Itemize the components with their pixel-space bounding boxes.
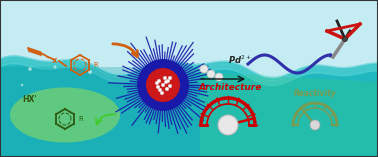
Circle shape [156,85,160,89]
Circle shape [137,59,189,111]
Circle shape [259,70,262,73]
Circle shape [54,65,56,68]
Circle shape [129,68,132,71]
Circle shape [146,68,180,102]
Text: R: R [93,62,98,68]
Circle shape [155,81,159,85]
Circle shape [161,83,165,87]
Circle shape [165,87,169,91]
Ellipse shape [10,87,120,143]
Circle shape [158,88,162,92]
Circle shape [199,68,201,70]
Polygon shape [0,56,378,157]
Circle shape [168,76,172,80]
Circle shape [160,91,164,95]
Circle shape [166,79,170,83]
Circle shape [200,65,208,73]
Text: R: R [78,116,83,122]
Text: Architecture: Architecture [198,83,262,92]
Circle shape [88,70,92,74]
Text: X: X [52,58,58,64]
Circle shape [28,67,32,71]
Text: HX': HX' [22,95,37,104]
Circle shape [164,80,168,84]
Circle shape [342,36,347,41]
Circle shape [163,76,167,80]
Circle shape [157,79,161,83]
Polygon shape [200,72,378,157]
Polygon shape [0,67,200,157]
Circle shape [215,73,223,81]
Circle shape [173,73,177,77]
Circle shape [310,120,320,130]
Circle shape [21,84,23,86]
Text: Reactivity: Reactivity [294,89,336,98]
Circle shape [218,115,238,135]
Circle shape [168,84,172,88]
Circle shape [207,70,215,78]
Text: Pd$^{2+}$: Pd$^{2+}$ [228,54,251,66]
